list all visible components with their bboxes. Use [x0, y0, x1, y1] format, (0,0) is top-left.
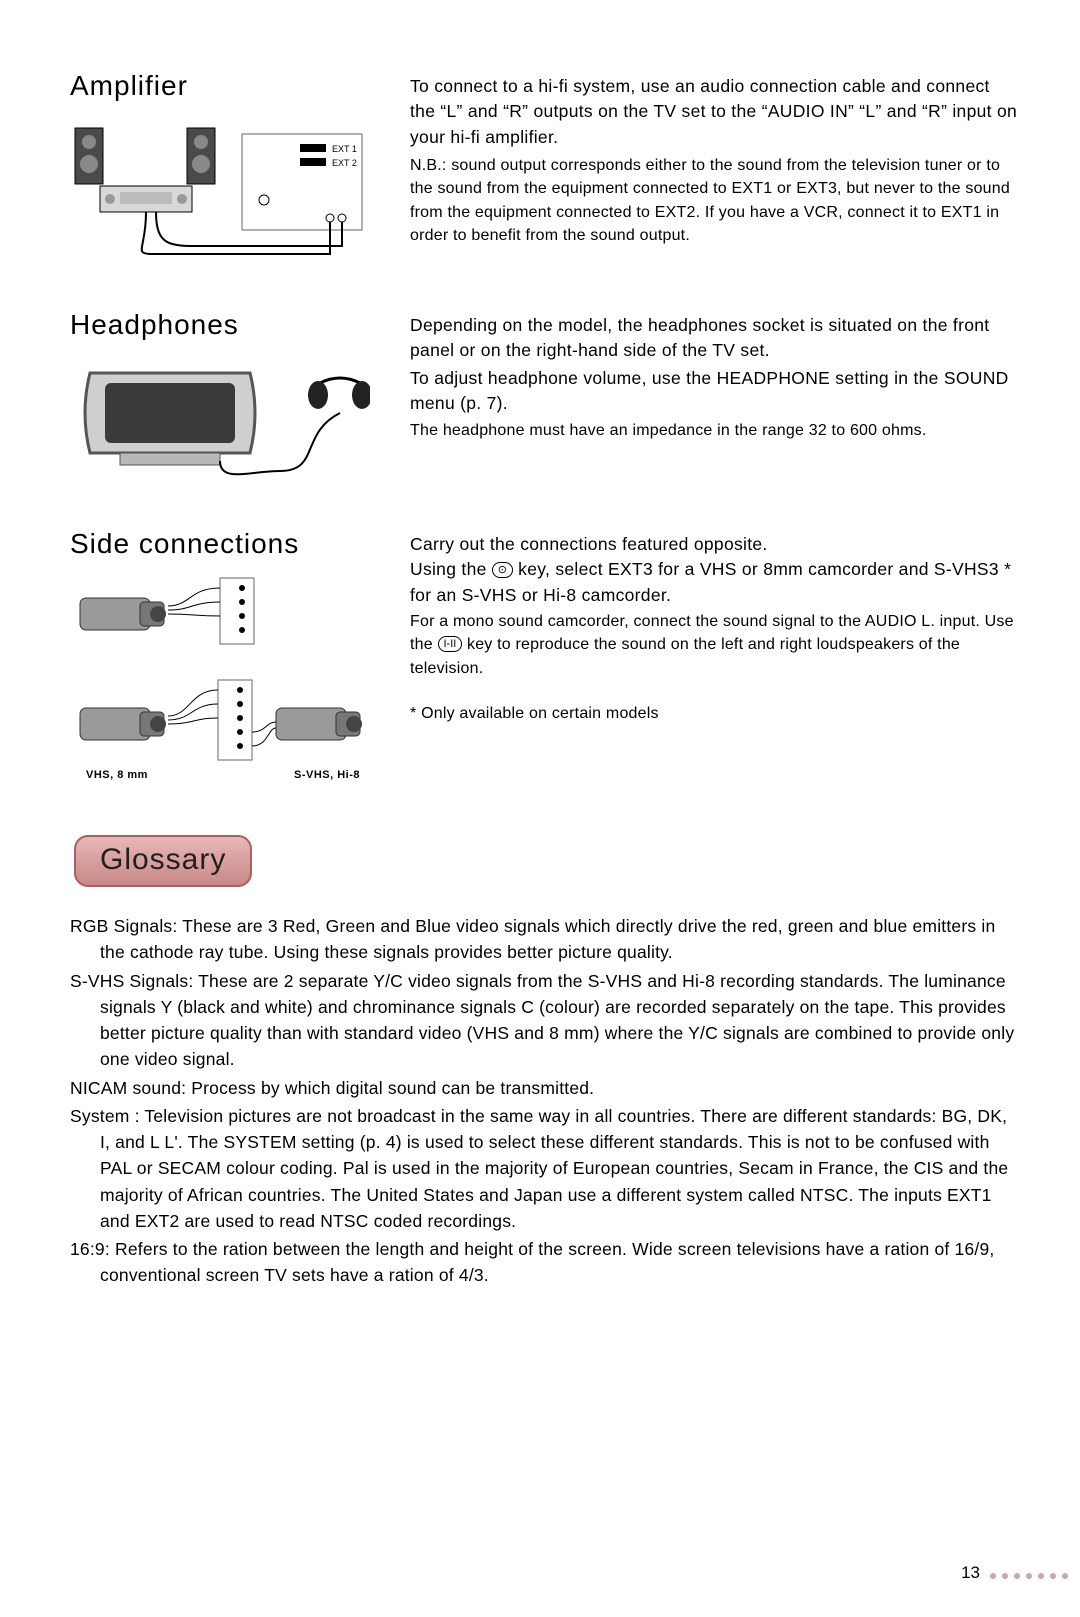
side-p1: Carry out the connections featured oppos… [410, 532, 1020, 557]
section-side-connections: Side connections [70, 528, 1020, 807]
page-dots [990, 1573, 1080, 1579]
glossary-title: Glossary [100, 843, 226, 876]
side-p3: For a mono sound camcorder, connect the … [410, 610, 1020, 680]
heading-amplifier: Amplifier [70, 70, 390, 102]
diagram-amplifier: EXT 1 EXT 2 [70, 114, 370, 279]
glossary-entry-svhs: S-VHS Signals: These are 2 separate Y/C … [70, 968, 1020, 1073]
audio-mode-key-icon: I-II [438, 636, 463, 652]
svg-text:VHS, 8 mm: VHS, 8 mm [86, 769, 148, 781]
side-p2: Using the ⊙ key, select EXT3 for a VHS o… [410, 557, 1020, 608]
side-p2a: Using the [410, 559, 492, 579]
side-note: * Only available on certain models [410, 702, 1020, 725]
svg-text:EXT 1: EXT 1 [332, 144, 357, 154]
diagram-side-connections: VHS, 8 mm S-VHS, Hi-8 [70, 572, 370, 807]
glossary-term: RGB Signals: [70, 916, 177, 936]
glossary-entry-nicam: NICAM sound: Process by which digital so… [70, 1075, 1020, 1101]
glossary-term: NICAM sound: [70, 1078, 186, 1098]
amplifier-p2: N.B.: sound output corresponds either to… [410, 154, 1020, 247]
section-glossary: Glossary RGB Signals: These are 3 Red, G… [70, 817, 1020, 1289]
glossary-def: These are 3 Red, Green and Blue video si… [100, 916, 995, 962]
glossary-body: RGB Signals: These are 3 Red, Green and … [70, 913, 1020, 1289]
page-number: 13 [961, 1563, 980, 1583]
svg-text:EXT 2: EXT 2 [332, 158, 357, 168]
glossary-def: Television pictures are not broadcast in… [100, 1106, 1008, 1231]
glossary-pill: Glossary [74, 835, 252, 887]
amplifier-p1: To connect to a hi-fi system, use an aud… [410, 74, 1020, 150]
source-key-icon: ⊙ [492, 562, 513, 578]
svg-text:S-VHS, Hi-8: S-VHS, Hi-8 [294, 769, 360, 781]
glossary-entry-169: 16:9: Refers to the ration between the l… [70, 1236, 1020, 1289]
heading-side: Side connections [70, 528, 390, 560]
headphones-p3: The headphone must have an impedance in … [410, 419, 1020, 442]
section-amplifier: Amplifier EXT 1 EXT 2 [70, 70, 1020, 279]
manual-page: Amplifier EXT 1 EXT 2 [0, 0, 1080, 1617]
headphones-p1: Depending on the model, the headphones s… [410, 313, 1020, 364]
side-p3b: key to reproduce the sound on the left a… [410, 636, 960, 676]
glossary-term: System : [70, 1106, 140, 1126]
glossary-term: S-VHS Signals: [70, 971, 193, 991]
headphones-p2: To adjust headphone volume, use the HEAD… [410, 366, 1020, 417]
diagram-headphones [70, 353, 370, 498]
glossary-entry-rgb: RGB Signals: These are 3 Red, Green and … [70, 913, 1020, 966]
glossary-entry-system: System : Television pictures are not bro… [70, 1103, 1020, 1234]
section-headphones: Headphones Depending on the model, the h… [70, 309, 1020, 498]
glossary-def: These are 2 separate Y/C video signals f… [100, 971, 1014, 1070]
heading-headphones: Headphones [70, 309, 390, 341]
glossary-term: 16:9: [70, 1239, 110, 1259]
glossary-def: Refers to the ration between the length … [100, 1239, 994, 1285]
glossary-def: Process by which digital sound can be tr… [186, 1078, 594, 1098]
